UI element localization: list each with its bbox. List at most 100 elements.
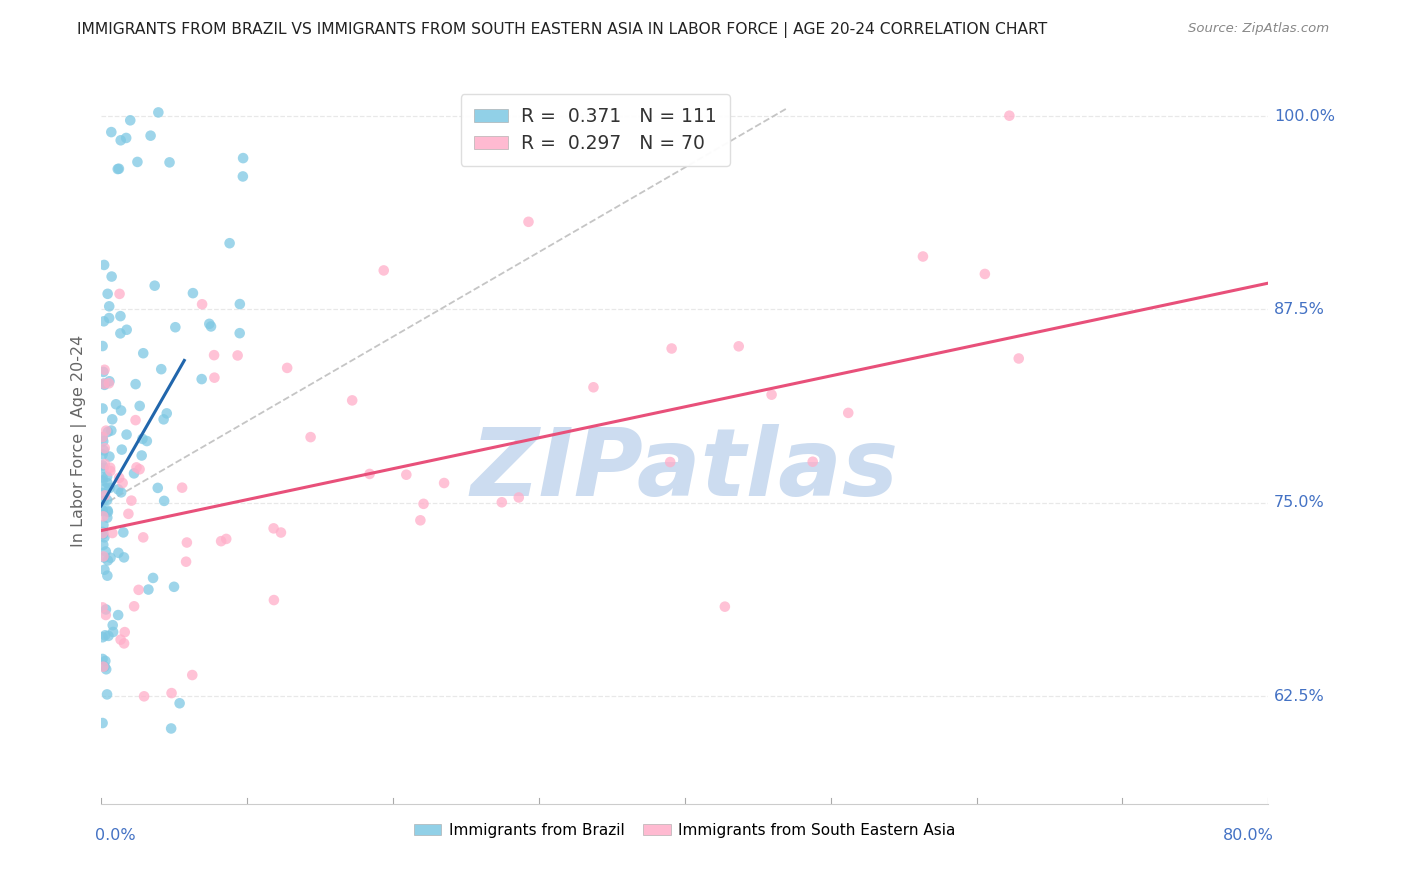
Point [160,686,183,700]
Point [911,250,934,264]
Point [433,476,456,491]
Point [101,624,124,639]
Point [96,469,118,483]
Point [714,599,737,614]
Point [91,434,114,449]
Point [114,625,136,640]
Point [110,632,132,647]
Point [97,505,120,519]
Point [107,608,129,623]
Point [128,462,150,476]
Point [139,128,162,143]
Point [91,486,114,500]
Point [176,535,198,549]
Point [150,362,173,376]
Point [97,503,120,517]
Point [191,297,214,311]
Point [200,319,222,334]
Point [93,258,115,272]
Point [263,521,285,535]
Point [229,297,252,311]
Point [96,568,118,582]
Point [156,406,179,420]
Point [96,493,118,508]
Point [340,393,363,408]
Point [98,299,121,313]
Point [226,348,249,362]
Point [91,527,114,541]
Point [100,269,122,284]
Point [132,530,155,544]
Point [91,430,114,444]
Point [93,659,115,673]
Point [91,652,114,666]
Point [491,495,513,509]
Point [131,449,153,463]
Text: Source: ZipAtlas.com: Source: ZipAtlas.com [1188,22,1329,36]
Point [120,113,142,128]
Point [153,494,176,508]
Point [202,348,225,362]
Point [107,162,129,177]
Point [209,534,232,549]
Text: 80.0%: 80.0% [1223,828,1274,843]
Point [110,133,132,147]
Point [98,374,121,388]
Point [91,600,114,615]
Point [91,401,114,416]
Point [94,628,117,642]
Point [93,314,115,328]
Point [120,493,142,508]
Point [93,550,115,565]
Point [97,286,120,301]
Point [93,518,115,533]
Point [94,602,117,616]
Point [204,370,226,384]
Point [998,109,1021,123]
Point [96,510,118,524]
Point [359,467,381,481]
Point [517,215,540,229]
Point [373,263,395,277]
Point [837,406,859,420]
Point [91,525,114,540]
Point [215,532,238,546]
Point [146,481,169,495]
Point [93,530,115,544]
Text: 62.5%: 62.5% [1274,689,1324,704]
Point [91,716,114,731]
Point [93,376,115,391]
Point [801,455,824,469]
Point [761,387,783,401]
Point [165,320,187,334]
Point [97,553,120,567]
Point [128,399,150,413]
Point [101,412,124,426]
Point [299,430,322,444]
Point [93,377,115,392]
Point [100,550,122,565]
Point [115,427,138,442]
Point [152,412,174,426]
Point [110,309,132,323]
Point [659,455,682,469]
Point [91,526,114,541]
Point [94,607,117,622]
Point [409,513,432,527]
Point [131,432,153,446]
Point [91,448,114,462]
Point [93,363,115,377]
Point [232,169,254,184]
Text: IMMIGRANTS FROM BRAZIL VS IMMIGRANTS FROM SOUTH EASTERN ASIA IN LABOR FORCE | AG: IMMIGRANTS FROM BRAZIL VS IMMIGRANTS FRO… [77,22,1047,38]
Point [101,618,124,632]
Point [93,365,115,379]
Point [110,403,132,417]
Text: 100.0%: 100.0% [1274,109,1336,124]
Point [91,524,114,539]
Point [127,155,149,169]
Point [122,599,145,614]
Point [91,474,114,488]
Point [115,323,138,337]
Point [91,630,114,644]
Point [218,236,240,251]
